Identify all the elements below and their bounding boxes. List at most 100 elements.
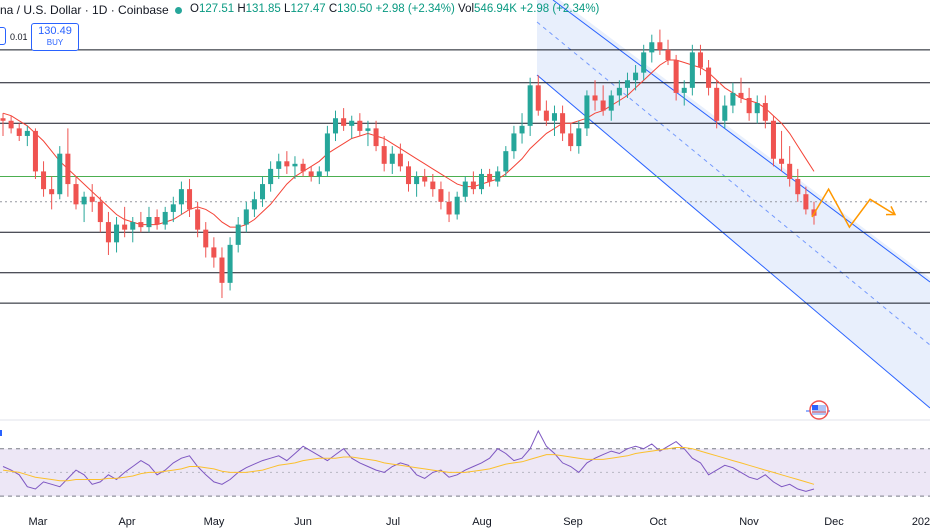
open-value: 127.51 (198, 3, 235, 15)
candle (503, 146, 509, 177)
candle (276, 153, 282, 180)
channel-upper-line[interactable] (552, 0, 930, 283)
candle (422, 168, 428, 187)
candle-body (105, 222, 111, 243)
candle (324, 125, 330, 177)
candle-body (89, 196, 95, 202)
candle (49, 176, 55, 210)
candle (803, 186, 809, 215)
candle-body (779, 158, 785, 164)
candle-body (454, 196, 460, 215)
candle-body (57, 153, 63, 195)
rsi-pane-marker-icon (0, 430, 2, 436)
descending-channel[interactable] (536, 0, 930, 409)
candle-body (73, 184, 79, 205)
volume-change: +2.98 (+2.34%) (520, 3, 600, 15)
candle (8, 115, 14, 134)
buy-price: 130.49 (38, 25, 72, 37)
candle (81, 191, 87, 223)
candle-body (649, 42, 655, 53)
rsi-ma-line (2, 447, 815, 485)
candle-body (633, 72, 639, 81)
candle (243, 201, 249, 233)
candle-body (308, 171, 314, 177)
candle (624, 72, 630, 98)
candle (73, 176, 79, 210)
time-axis[interactable]: Mar Apr May Jun Jul Aug Sep Oct Nov Dec 202 (29, 516, 930, 528)
candle-body (187, 189, 193, 210)
candle-body (576, 128, 582, 147)
candle (405, 161, 412, 192)
candle (211, 237, 217, 268)
candle (349, 115, 355, 139)
candle (57, 146, 63, 200)
candle-body (349, 120, 355, 126)
candle-body (754, 103, 760, 114)
candle (357, 113, 363, 136)
time-axis-tick-label: Jun (294, 516, 312, 528)
candle-body (292, 163, 298, 167)
candle (543, 100, 549, 126)
candle (0, 113, 6, 136)
candle (730, 82, 736, 114)
sell-button[interactable] (0, 27, 6, 45)
candle-body (487, 173, 493, 182)
symbol-title[interactable]: na / U.S. Dollar · 1D · Coinbase (0, 3, 169, 17)
candle-body (81, 196, 87, 205)
candle (551, 105, 557, 136)
candle-body (511, 133, 517, 152)
candle (487, 168, 493, 187)
candle-body (414, 176, 420, 185)
candle-body (673, 59, 679, 93)
rsi-pane[interactable] (0, 429, 930, 497)
candle (251, 191, 257, 217)
candle (41, 161, 47, 197)
candle-body (65, 153, 71, 185)
candle (24, 125, 30, 147)
candle-body (211, 247, 217, 258)
candle (568, 123, 574, 152)
candle (600, 85, 606, 116)
candle (430, 173, 436, 197)
candle (657, 29, 663, 55)
candle-body (219, 257, 225, 283)
candle-body (195, 209, 201, 230)
buy-button[interactable]: 130.49 BUY (31, 23, 79, 51)
candle (584, 90, 590, 136)
horizontal-levels[interactable] (0, 49, 930, 304)
candle-body (560, 113, 566, 134)
channel-lower-line[interactable] (536, 74, 930, 409)
candle-body (16, 128, 22, 136)
low-value: 127.47 (290, 3, 326, 15)
candle (178, 181, 184, 215)
close-key: C (328, 3, 338, 15)
candle-body (738, 92, 744, 98)
time-axis-tick-label: Mar (29, 516, 48, 528)
candle (389, 146, 395, 174)
candle-body (624, 80, 630, 88)
candle-body (665, 49, 671, 60)
candle (714, 80, 720, 129)
candle-body (49, 189, 55, 195)
candle-body (365, 128, 371, 131)
currency-flag-icon[interactable] (806, 400, 830, 420)
candle-body (0, 118, 6, 121)
candle (260, 176, 266, 207)
candle-body (251, 199, 257, 210)
time-axis-tick-label: Dec (824, 516, 844, 528)
candle (616, 80, 622, 106)
candle (478, 168, 485, 195)
candle-body (430, 181, 436, 190)
projection-path[interactable] (811, 187, 897, 229)
candle-body (446, 201, 452, 215)
projection-line[interactable] (811, 187, 896, 229)
candle-body (681, 87, 687, 93)
candle (527, 77, 533, 136)
time-axis-tick-label: May (204, 516, 225, 528)
rsi-line (2, 429, 815, 492)
candle-body (260, 184, 266, 200)
candle-body (146, 217, 152, 228)
candle (787, 146, 793, 187)
candle-body (357, 120, 363, 131)
